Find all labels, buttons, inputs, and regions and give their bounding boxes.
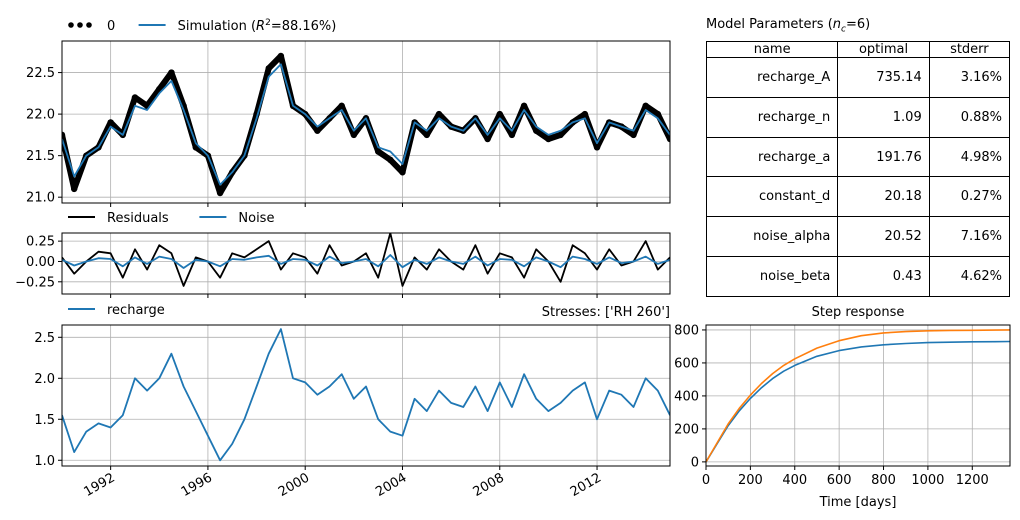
param-optimal: 735.14 bbox=[837, 57, 930, 98]
param-stderr: 0.88% bbox=[928, 96, 1011, 138]
x-tick-label: 2004 bbox=[373, 470, 409, 500]
x-tick-label: 1200 bbox=[956, 473, 989, 488]
x-tick-label: 0 bbox=[702, 473, 710, 488]
step-response-title: Step response bbox=[812, 305, 905, 320]
series-line-recharge bbox=[62, 328, 670, 462]
param-stderr: 4.62% bbox=[928, 256, 1011, 297]
x-tick-label: 2000 bbox=[276, 470, 312, 500]
series-line-step-0 bbox=[706, 340, 1010, 463]
table-row: noise_beta 0.43 4.62% bbox=[705, 256, 1011, 297]
head-series-group bbox=[62, 52, 670, 197]
param-name: noise_alpha bbox=[705, 216, 839, 258]
x-tick-label: 200 bbox=[738, 473, 763, 488]
y-tick-label: 0 bbox=[691, 455, 699, 470]
step-series-group bbox=[706, 329, 1010, 463]
parameters-title: Model Parameters (nc=6) bbox=[706, 17, 871, 35]
x-tick-label: 2012 bbox=[568, 470, 604, 500]
x-axis-label: Time [days] bbox=[819, 495, 897, 510]
param-optimal: 0.43 bbox=[837, 256, 930, 297]
y-tick-label: 800 bbox=[674, 323, 699, 338]
y-tick-label: 21.5 bbox=[26, 149, 55, 164]
residuals-series-group bbox=[62, 233, 670, 287]
series-line-simulation bbox=[62, 63, 670, 186]
y-tick-label: 22.5 bbox=[26, 66, 55, 81]
table-row: constant_d 20.18 0.27% bbox=[705, 176, 1011, 218]
legend-label: Residuals bbox=[107, 211, 169, 226]
y-tick-label: 1.0 bbox=[34, 454, 55, 469]
series-line-residuals bbox=[62, 233, 670, 287]
x-tick-label: 1992 bbox=[81, 470, 117, 500]
table-row: recharge_n 1.09 0.88% bbox=[705, 96, 1011, 138]
param-stderr: 0.27% bbox=[928, 176, 1011, 218]
table-row: recharge_a 191.76 4.98% bbox=[705, 136, 1011, 178]
stresses-title: Stresses: ['RH 260'] bbox=[542, 305, 670, 320]
y-tick-label: 1.5 bbox=[34, 413, 55, 428]
param-name: constant_d bbox=[705, 176, 839, 218]
legend-label: recharge bbox=[107, 303, 165, 318]
x-tick-label: 1996 bbox=[179, 470, 215, 500]
stresses-series-group bbox=[62, 328, 670, 462]
header-optimal: optimal bbox=[837, 41, 930, 58]
table-row: recharge_A 735.14 3.16% bbox=[705, 57, 1011, 98]
param-name: recharge_n bbox=[705, 96, 839, 138]
param-stderr: 7.16% bbox=[928, 216, 1011, 258]
param-stderr: 4.98% bbox=[928, 136, 1011, 178]
y-tick-label: −0.25 bbox=[15, 275, 55, 290]
y-tick-label: 200 bbox=[674, 422, 699, 437]
legend-marker bbox=[86, 22, 92, 28]
table-row: noise_alpha 20.52 7.16% bbox=[705, 216, 1011, 258]
parameters-header-row: name optimal stderr bbox=[705, 41, 1011, 58]
legend-label: Simulation (R2=88.16%) bbox=[178, 18, 337, 34]
y-tick-label: 600 bbox=[674, 356, 699, 371]
param-name: recharge_A bbox=[705, 57, 839, 98]
x-tick-label: 1000 bbox=[911, 473, 944, 488]
series-line-noise bbox=[62, 254, 670, 269]
head-frame bbox=[61, 40, 671, 204]
param-optimal: 191.76 bbox=[837, 136, 930, 178]
legend-label: Noise bbox=[238, 211, 274, 226]
legend-label: 0 bbox=[107, 19, 115, 34]
param-name: noise_beta bbox=[705, 256, 839, 297]
x-tick-label: 2008 bbox=[471, 470, 507, 500]
observation-band bbox=[62, 53, 670, 196]
y-tick-label: 0.25 bbox=[26, 235, 55, 250]
param-optimal: 1.09 bbox=[837, 96, 930, 138]
param-optimal: 20.52 bbox=[837, 216, 930, 258]
y-tick-label: 2.0 bbox=[34, 372, 55, 387]
stresses-frame bbox=[61, 324, 671, 467]
param-stderr: 3.16% bbox=[928, 57, 1011, 98]
x-tick-label: 800 bbox=[871, 473, 896, 488]
parameters-table: name optimal stderr recharge_A 735.14 3.… bbox=[705, 41, 1011, 297]
y-tick-label: 0.00 bbox=[26, 255, 55, 270]
step-frame bbox=[705, 324, 1011, 467]
y-tick-label: 22.0 bbox=[26, 108, 55, 123]
series-line-step-1 bbox=[706, 329, 1010, 463]
header-name: name bbox=[705, 41, 839, 58]
legend-marker bbox=[68, 22, 74, 28]
x-tick-label: 400 bbox=[782, 473, 807, 488]
x-tick-label: 600 bbox=[827, 473, 852, 488]
y-tick-label: 2.5 bbox=[34, 331, 55, 346]
param-optimal: 20.18 bbox=[837, 176, 930, 218]
legend-marker bbox=[77, 22, 83, 28]
y-tick-label: 21.0 bbox=[26, 191, 55, 206]
residuals-frame bbox=[61, 232, 671, 295]
header-stderr: stderr bbox=[928, 41, 1011, 58]
y-tick-label: 400 bbox=[674, 389, 699, 404]
param-name: recharge_a bbox=[705, 136, 839, 178]
